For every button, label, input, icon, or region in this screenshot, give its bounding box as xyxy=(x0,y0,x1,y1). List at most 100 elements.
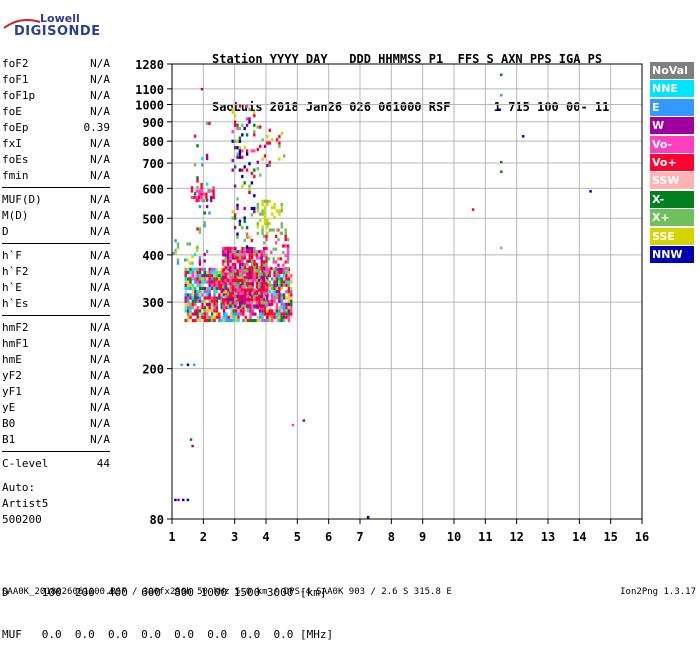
echo-cell xyxy=(282,306,286,310)
echo-cell xyxy=(282,274,286,278)
echo-cell xyxy=(203,296,207,300)
echo-cell xyxy=(198,230,202,234)
echo-cell xyxy=(226,301,230,305)
echo-cell xyxy=(250,246,254,251)
echo-cell xyxy=(206,318,209,323)
param-row: MUF(D) N/A xyxy=(2,192,110,208)
echo-cell xyxy=(258,288,261,292)
echo-cell xyxy=(229,253,232,257)
echo-cell xyxy=(270,283,274,287)
echo-cell xyxy=(186,293,190,297)
echo-cell xyxy=(258,256,261,260)
param-row: hmF2 N/A xyxy=(2,320,110,336)
echo-cell xyxy=(285,290,288,294)
echo-cell xyxy=(222,269,225,273)
echo-cell xyxy=(206,274,209,278)
muf-value-row: MUF 0.0 0.0 0.0 0.0 0.0 0.0 0.0 0.0 [MHz… xyxy=(2,628,334,641)
echo-cell xyxy=(268,318,271,323)
param-value: N/A xyxy=(90,433,110,446)
echo-cell xyxy=(262,272,266,276)
echo-cell xyxy=(248,253,251,257)
echo-cell xyxy=(189,267,192,271)
echo-cell xyxy=(280,225,283,229)
echo-cell xyxy=(212,189,215,193)
echo-cell xyxy=(244,315,247,319)
echo-cell xyxy=(241,174,244,179)
echo-cell xyxy=(273,299,276,303)
echo-cell xyxy=(234,278,237,283)
echo-cell xyxy=(266,225,269,229)
echo-cell xyxy=(270,309,274,313)
echo-cell xyxy=(275,302,279,307)
echo-cell xyxy=(201,290,204,294)
echo-cell xyxy=(203,318,207,323)
echo-cell xyxy=(222,312,226,316)
echo-cell xyxy=(213,267,216,271)
echo-cell xyxy=(232,309,235,313)
echo-cell xyxy=(191,270,195,275)
echo-cell xyxy=(186,242,189,246)
echo-cell xyxy=(265,259,268,263)
echo-cell xyxy=(203,277,207,281)
param-name: foE xyxy=(2,105,22,118)
echo-cell xyxy=(229,288,232,292)
echo-cell xyxy=(262,298,266,302)
echo-cell xyxy=(210,283,214,287)
param-separator xyxy=(2,315,110,316)
echo-cell xyxy=(205,153,209,157)
echo-cell xyxy=(253,194,256,198)
echo-cell xyxy=(286,238,290,242)
param-row: foF2 N/A xyxy=(2,56,110,72)
echo-cell xyxy=(250,301,254,305)
echo-cell xyxy=(206,315,209,319)
echo-cell xyxy=(246,269,249,273)
echo-cell xyxy=(265,278,268,283)
echo-cell xyxy=(287,299,291,303)
echo-cell xyxy=(285,296,288,300)
echo-cell xyxy=(208,290,211,294)
echo-cell xyxy=(290,309,293,313)
echo-cell xyxy=(222,259,225,263)
echo-cell xyxy=(260,291,263,295)
param-row: foF1 N/A xyxy=(2,72,110,88)
echo-cell xyxy=(262,266,266,270)
echo-cell xyxy=(198,290,202,294)
echo-cell xyxy=(232,312,235,316)
echo-cell xyxy=(287,296,291,300)
echo-cell xyxy=(261,212,264,216)
echo-cell xyxy=(222,246,225,251)
echo-cell xyxy=(196,179,199,183)
echo-cell xyxy=(210,299,214,303)
param-name: yF1 xyxy=(2,385,22,398)
echo-cell xyxy=(265,262,268,267)
echo-cell xyxy=(270,266,273,270)
echo-cell xyxy=(229,272,232,276)
echo-cell xyxy=(241,269,244,273)
echo-cell xyxy=(243,246,247,251)
echo-cell xyxy=(241,291,244,295)
param-value: N/A xyxy=(90,281,110,294)
echo-cell xyxy=(225,318,228,323)
echo-cell xyxy=(213,270,216,275)
echo-cell xyxy=(215,267,219,271)
echo-cell xyxy=(262,260,266,264)
echo-cell xyxy=(270,302,274,307)
echo-cell xyxy=(243,278,247,283)
legend-item: W xyxy=(650,117,694,135)
param-row: foF1p N/A xyxy=(2,88,110,104)
echo-cell xyxy=(231,256,235,260)
echo-cell xyxy=(222,262,225,267)
y-tick-label: 1280 xyxy=(135,58,164,72)
echo-cell xyxy=(282,293,286,297)
echo-cell xyxy=(248,304,251,308)
echo-cell xyxy=(225,290,228,294)
echo-cell xyxy=(285,277,288,281)
param-name: yF2 xyxy=(2,369,22,382)
echo-cell xyxy=(262,275,266,279)
echo-cell xyxy=(210,318,214,323)
echo-cell xyxy=(215,280,219,284)
echo-cell xyxy=(245,133,249,137)
echo-cell xyxy=(272,247,275,251)
echo-cell xyxy=(218,274,221,278)
echo-cell xyxy=(203,290,207,294)
